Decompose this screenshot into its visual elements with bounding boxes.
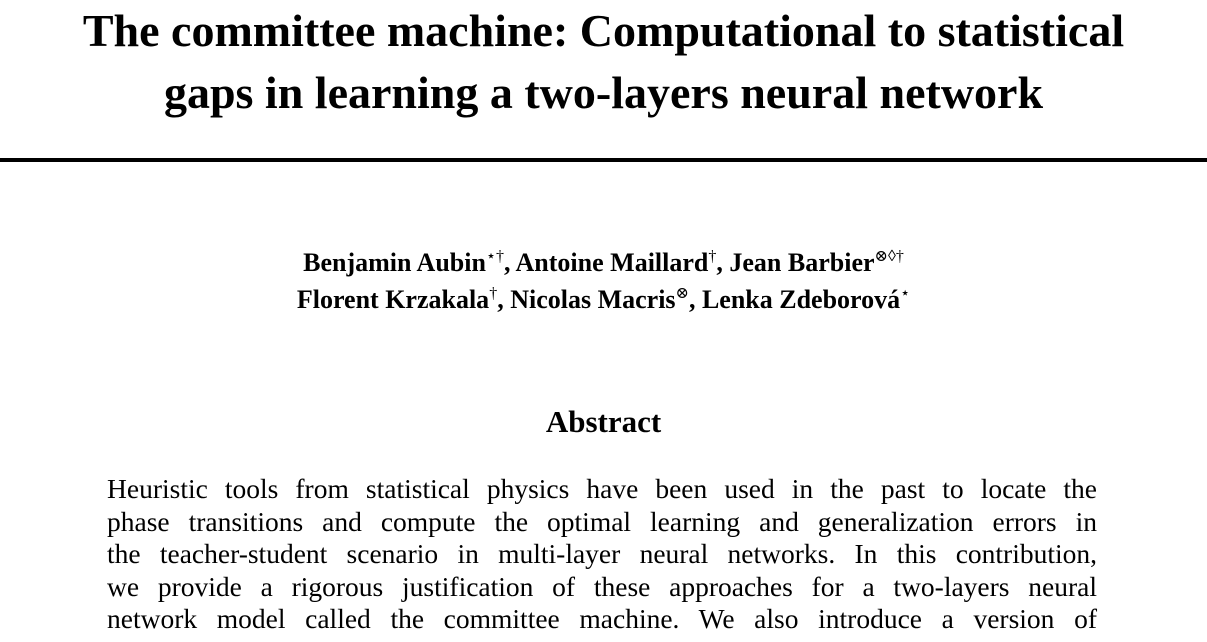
abstract-line: network model called the committee machi…: [107, 603, 1097, 634]
abstract-line: Heuristic tools from statistical physics…: [107, 473, 1097, 504]
author-list: Benjamin Aubin⋆†, Antoine Maillard†, Jea…: [0, 244, 1207, 318]
abstract-line: we provide a rigorous justification of t…: [107, 570, 1097, 602]
author-name: Jean Barbier: [729, 248, 875, 277]
author-name: Florent Krzakala: [296, 285, 490, 314]
author-row-2: Florent Krzakala†, Nicolas Macris⊗, Lenk…: [0, 281, 1207, 318]
affiliation-marks: ⊗◊†: [874, 248, 904, 265]
author-name: Nicolas Macris: [510, 285, 676, 314]
paper-title: The committee machine: Computational to …: [0, 0, 1207, 124]
affiliation-marks: †: [708, 248, 717, 265]
affiliation-marks: ⋆†: [485, 248, 504, 265]
author-name: Antoine Maillard: [515, 248, 709, 277]
author-name: Benjamin Aubin: [303, 248, 486, 277]
title-rule: [0, 158, 1207, 162]
author-separator: ,: [497, 285, 511, 314]
title-line-2: gaps in learning a two-layers neural net…: [163, 67, 1044, 118]
abstract-heading: Abstract: [545, 404, 662, 439]
abstract-line: phase transitions and compute the optima…: [107, 505, 1097, 537]
author-separator: ,: [503, 248, 516, 277]
affiliation-marks: ⊗: [675, 285, 689, 302]
affiliation-marks: ⋆: [900, 285, 911, 302]
abstract-body: Heuristic tools from statistical physics…: [107, 473, 1097, 636]
author-separator: ,: [688, 285, 702, 314]
title-line-1: The committee machine: Computational to …: [82, 5, 1125, 56]
affiliation-marks: †: [489, 285, 498, 302]
author-row-1: Benjamin Aubin⋆†, Antoine Maillard†, Jea…: [0, 244, 1207, 281]
author-separator: ,: [716, 248, 730, 277]
abstract-line: the teacher-student scenario in multi-la…: [107, 538, 1097, 569]
author-name: Lenka Zdeborová: [701, 285, 901, 314]
